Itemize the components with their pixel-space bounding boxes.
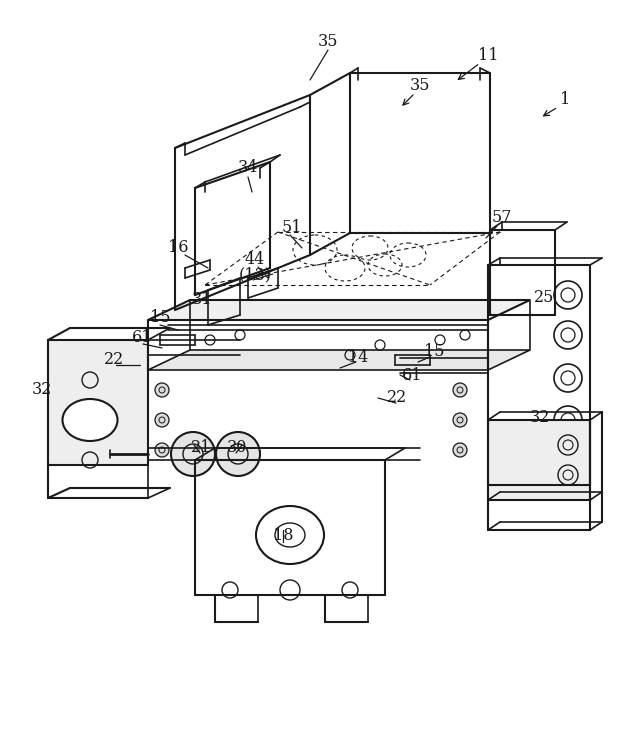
Circle shape [155, 383, 169, 397]
Text: 30: 30 [227, 439, 247, 457]
Text: 1: 1 [560, 92, 570, 108]
Polygon shape [148, 300, 530, 320]
Text: 15: 15 [424, 343, 444, 360]
Circle shape [453, 383, 467, 397]
Polygon shape [148, 350, 530, 370]
Text: 18: 18 [273, 527, 293, 544]
Circle shape [216, 432, 260, 476]
Text: 57: 57 [492, 210, 512, 227]
Text: 44: 44 [245, 251, 265, 269]
Circle shape [155, 443, 169, 457]
Text: 11: 11 [477, 46, 499, 63]
Text: 32: 32 [530, 410, 550, 427]
Circle shape [155, 413, 169, 427]
Text: 35: 35 [410, 77, 430, 93]
Polygon shape [48, 340, 148, 465]
Text: 61: 61 [402, 366, 422, 383]
Text: 22: 22 [104, 351, 124, 369]
Text: 21: 21 [191, 439, 211, 457]
Text: 35: 35 [317, 34, 339, 51]
Ellipse shape [63, 399, 118, 441]
Circle shape [453, 443, 467, 457]
Text: 14: 14 [348, 349, 368, 366]
Text: 32: 32 [32, 381, 52, 398]
Text: 34: 34 [238, 160, 258, 177]
Text: 15: 15 [150, 310, 170, 327]
Text: 31: 31 [192, 292, 212, 309]
Polygon shape [488, 420, 590, 500]
Text: 22: 22 [387, 389, 407, 407]
Text: (13): (13) [239, 266, 271, 283]
Text: 25: 25 [534, 289, 554, 307]
Circle shape [171, 432, 215, 476]
Circle shape [453, 413, 467, 427]
Text: 16: 16 [168, 239, 188, 257]
Text: 61: 61 [132, 330, 152, 346]
Ellipse shape [256, 506, 324, 564]
Text: 51: 51 [282, 219, 302, 236]
